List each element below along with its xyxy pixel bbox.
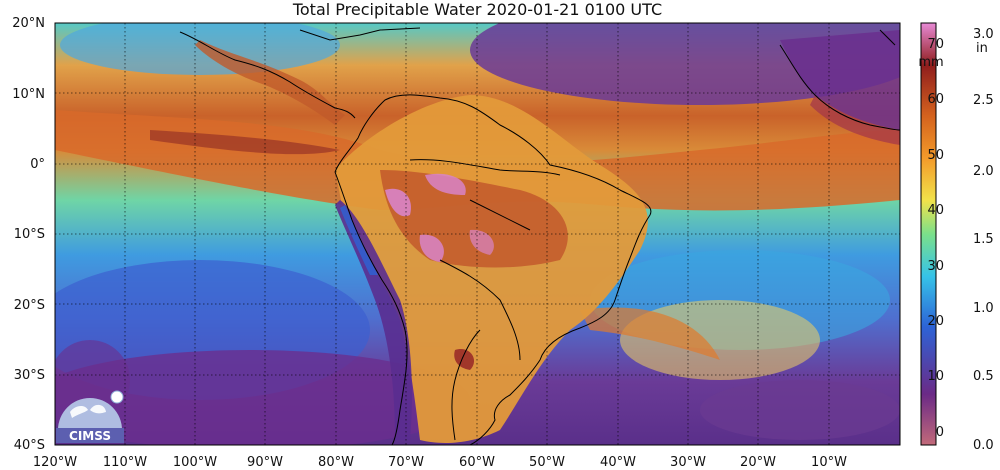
cb-in-tick: 2.0 [973,164,994,179]
lon-labels: 120°W 110°W 100°W 90°W 80°W 70°W 60°W 50… [33,455,847,470]
lat-label: 30°S [14,368,45,383]
cb-mm-tick: 40 [927,203,944,218]
lon-label: 90°W [247,455,283,470]
cb-mm-tick: 20 [927,314,944,329]
cb-in-unit: in [976,41,988,56]
colorbar-scale [920,22,937,446]
cb-mm-tick: 0 [936,425,944,440]
cb-mm-tick: 30 [927,259,944,274]
lat-label: 40°S [14,438,45,453]
map-title: Total Precipitable Water 2020-01-21 0100… [292,0,663,19]
coastlines [179,27,900,445]
cb-mm-tick: 60 [927,92,944,107]
lon-label: 40°W [600,455,636,470]
lat-label: 20°N [12,16,45,31]
lon-label: 70°W [388,455,424,470]
lat-label: 10°S [14,227,45,242]
lon-label: 10°W [811,455,847,470]
lat-label: 10°N [12,87,45,102]
tpw-field [55,23,900,445]
cb-in-tick: 1.0 [973,301,994,316]
lat-label: 0° [30,157,45,172]
cb-in-tick: 0.0 [973,438,994,453]
lon-label: 80°W [318,455,354,470]
lon-label: 50°W [529,455,565,470]
cb-mm-tick: 50 [927,148,944,163]
cb-in-tick: 2.5 [973,93,994,108]
cimss-logo: CIMSS [56,390,124,443]
cb-in-tick: 0.5 [973,369,994,384]
cb-mm-unit: mm [918,55,943,70]
cb-in-tick: 3.0 [973,27,994,42]
colorbar: 70 60 50 40 30 20 10 0 mm 3.0 2.5 2.0 1.… [918,22,994,453]
cb-in-tick: 1.5 [973,232,994,247]
lon-label: 30°W [670,455,706,470]
cb-mm-tick: 70 [927,37,944,52]
cb-mm-tick: 10 [927,369,944,384]
lat-label: 20°S [14,298,45,313]
lon-label: 120°W [33,455,77,470]
graticule [55,23,900,445]
lat-labels: 20°N 10°N 0° 10°S 20°S 30°S 40°S [12,16,45,453]
lon-label: 20°W [740,455,776,470]
lon-label: 60°W [459,455,495,470]
lon-label: 110°W [103,455,147,470]
logo-text: CIMSS [69,429,111,443]
map-frame [54,22,901,446]
lon-label: 100°W [173,455,217,470]
